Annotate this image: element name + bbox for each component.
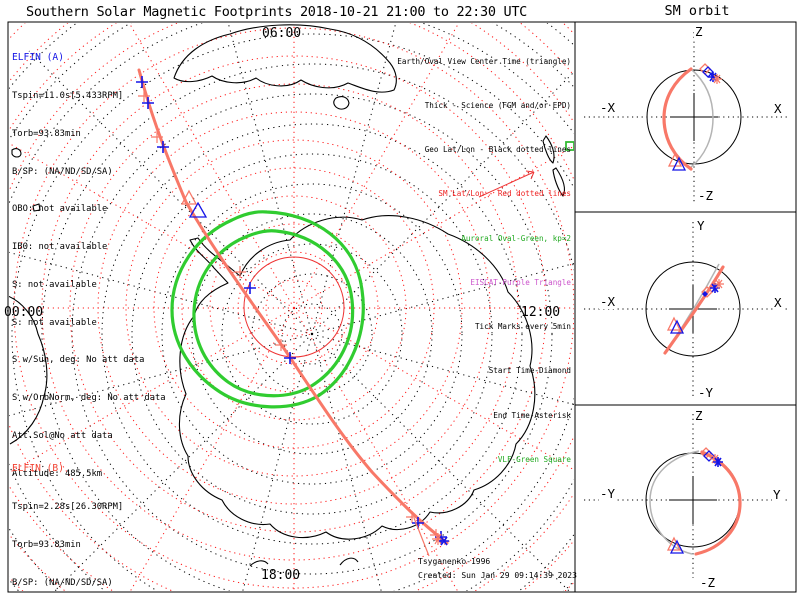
end-asterisk-blue <box>708 72 718 82</box>
end-asterisk-red <box>432 533 444 545</box>
end-asterisk-blue <box>439 536 449 546</box>
antarctica-coast <box>178 215 536 540</box>
start-diamond-red <box>701 286 713 298</box>
track-ticks-red <box>138 90 442 541</box>
end-asterisk-leg <box>413 517 430 557</box>
info-line: Torb=93.83min <box>12 128 81 139</box>
axis-label: Y <box>772 487 782 502</box>
sm-lat-circle <box>243 256 345 358</box>
axis-label: -X <box>599 294 617 309</box>
legend-line: Start Time-Diamond <box>488 366 571 376</box>
axis-label: -Z <box>699 575 717 590</box>
sun-arrow <box>478 170 535 198</box>
australia-coast <box>173 24 397 93</box>
mlt-label-18: 18:00 <box>261 568 301 583</box>
vlf-square-marker <box>565 141 574 151</box>
nz-south-island <box>542 135 555 164</box>
panel3-frame <box>574 404 797 593</box>
end-asterisk-red <box>712 74 722 84</box>
elfin-b-header: ELFIN (B) <box>12 463 64 475</box>
view-triangle-red <box>666 316 682 331</box>
page-title: Southern Solar Magnetic Footprints 2018-… <box>26 4 527 20</box>
south-america-coast <box>9 295 48 445</box>
footprint-track <box>136 68 449 557</box>
info-line: B/SP: (NA/ND/SD/SA) <box>12 166 113 177</box>
orbit-panel-yz <box>584 414 788 578</box>
nz-north-island <box>552 167 565 197</box>
info-line: Att.Sol@No att data <box>12 431 113 441</box>
axis-label: Z <box>694 408 704 423</box>
main-map <box>9 23 574 591</box>
legend-line: End Time-Asterisk <box>493 410 571 420</box>
view-center-triangle-red <box>180 189 198 205</box>
legend-line: Tick Marks every 5min <box>474 322 571 331</box>
small-island <box>11 148 22 158</box>
small-island <box>339 557 359 566</box>
view-triangle-red <box>666 536 682 551</box>
sm-orbit-panels <box>574 21 797 593</box>
small-island <box>249 560 269 567</box>
view-triangle-blue <box>669 539 685 554</box>
axis-label: Y <box>696 218 706 233</box>
mlt-label-00: 00:00 <box>4 305 44 320</box>
legend-line: VLF-Green Square <box>497 454 571 464</box>
info-line: Tspin=11.0s[5.433RPM] <box>12 90 124 101</box>
axis-label: X <box>773 295 783 310</box>
view-triangle-blue <box>671 156 687 171</box>
start-diamond-blue <box>703 450 715 462</box>
axis-label: X <box>773 101 783 116</box>
created-timestamp: Created: Sun Jan 29 09:14:39 2023 <box>418 571 577 580</box>
orbit-panel-xz <box>584 32 788 203</box>
auroral-oval <box>170 210 365 409</box>
orbit-panel-xy <box>584 222 788 396</box>
axis-label: -Y <box>599 486 617 501</box>
map-legend: Earth/Oval View Center Time (triangle) T… <box>397 25 571 482</box>
model-credit: Tsyganenko-1996 <box>418 557 491 566</box>
view-triangle-blue <box>669 319 685 334</box>
elfin-b-info: ELFIN (B) Tspin=2.28s[26.30RPM] Torb=93.… <box>12 438 166 600</box>
tasmania-coast <box>333 96 350 110</box>
legend-line: EISCAT-Purple Triangle <box>470 277 571 287</box>
info-line: S: not available <box>12 279 97 290</box>
sm-grid <box>9 23 574 591</box>
info-line: Torb=93.83min <box>12 539 81 550</box>
end-asterisk-blue <box>713 457 723 467</box>
info-line: IBO: not available <box>12 242 108 253</box>
sm-orbit-title: SM orbit <box>664 3 730 19</box>
track-line <box>137 68 449 545</box>
axis-label: -X <box>599 100 617 115</box>
elfin-a-info: ELFIN (A) Tspin=11.0s[5.433RPM] Torb=93.… <box>12 27 166 493</box>
mlt-label-12: 12:00 <box>521 305 561 320</box>
legend-line: Earth/Oval View Center Time (triangle) <box>397 56 571 66</box>
info-line: S w/OrbNorm, deg: No att data <box>12 393 166 404</box>
elfin-a-header: ELFIN (A) <box>12 52 64 64</box>
info-line: Altitude: 485.5km <box>12 468 103 479</box>
legend-line: Geo Lat/Lon - Black dotted lines <box>424 145 571 154</box>
end-asterisk-blue <box>710 283 720 293</box>
coastlines <box>9 24 565 567</box>
end-asterisk-red <box>714 279 724 289</box>
mlt-label-06: 06:00 <box>262 26 302 41</box>
start-diamond-blue <box>702 291 708 297</box>
legend-line: Auroral Oval-Green, kp=2 <box>461 233 571 243</box>
axis-label: Z <box>694 24 704 39</box>
info-line: OBO: not available <box>12 204 108 215</box>
info-line: Tspin=2.28s[26.30RPM] <box>12 501 124 512</box>
axis-label: -Y <box>697 385 715 400</box>
view-center-triangle-blue <box>188 201 208 218</box>
legend-line: Thick - Science (FGM and/or EPD) <box>424 100 571 110</box>
small-island <box>32 203 41 212</box>
legend-line: SM Lat/Lon - Red dotted lines <box>438 189 571 199</box>
axis-label: -Z <box>697 188 715 203</box>
info-line: S w/Sun, deg: No att data <box>12 355 145 366</box>
info-line: B/SP: (NA/ND/SD/SA) <box>12 577 113 588</box>
info-line: S: not available <box>12 317 97 328</box>
